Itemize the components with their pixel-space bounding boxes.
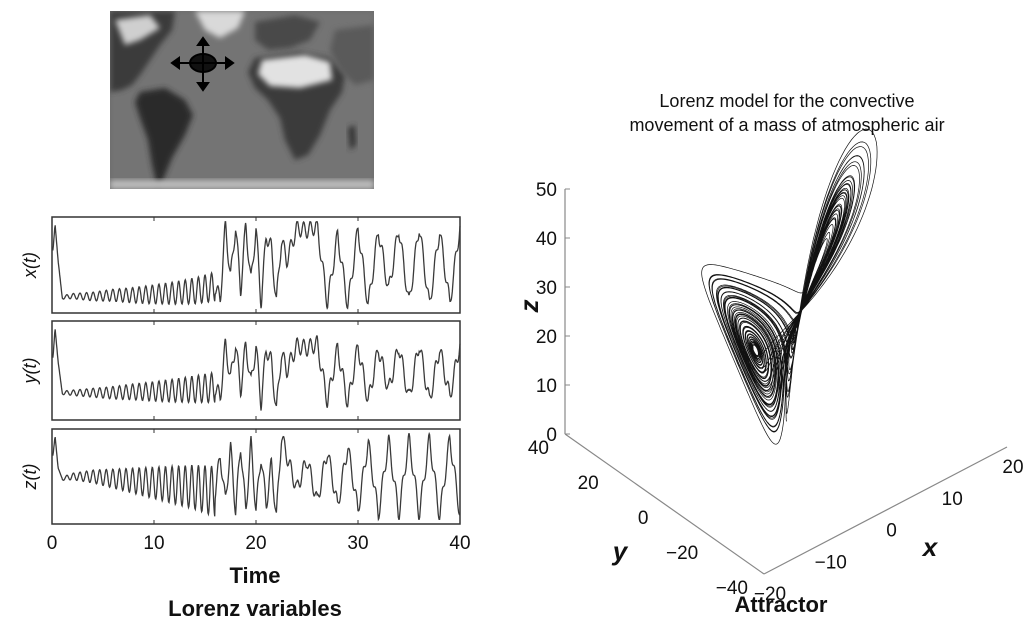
time-tick-label: 20 — [245, 533, 266, 554]
y-tick-label: −20 — [666, 543, 698, 564]
y-axis-label: y — [611, 536, 629, 566]
y-axis-line — [564, 433, 765, 575]
panel-frame-y — [51, 320, 461, 421]
time-axis: 0 10 20 30 40 — [47, 533, 471, 554]
x-tick-label: −20 — [754, 584, 786, 605]
attractor-title-line-2: movement of a mass of atmospheric air — [629, 115, 944, 135]
y-tick-label: −40 — [716, 578, 748, 599]
attractor-caption: Attractor — [735, 592, 828, 617]
z-tick-label: 50 — [536, 180, 557, 201]
z-tick-label: 10 — [536, 376, 557, 397]
series-label-y: y(t) — [20, 358, 40, 386]
lorenz-variables-caption: Lorenz variables — [168, 596, 342, 621]
attractor-line — [701, 128, 878, 445]
attractor-title-line-1: Lorenz model for the convective — [659, 91, 914, 111]
z-tick-label: 30 — [536, 278, 557, 299]
series-line-z — [52, 431, 461, 522]
series-label-x: x(t) — [20, 252, 40, 279]
y-tick-label: 0 — [638, 508, 649, 529]
series-label-z: z(t) — [20, 464, 40, 491]
z-tick-label: 40 — [536, 229, 557, 250]
x-tick-label: −10 — [815, 552, 847, 573]
attractor-axes: 0 10 20 30 40 50 −40 −20 0 20 40 −20 −10 0 10 20 — [528, 180, 1024, 605]
world-map-image — [110, 11, 374, 189]
z-axis-label: z — [514, 300, 544, 314]
x-tick-label: 20 — [1002, 457, 1023, 478]
x-axis-line — [763, 446, 1008, 575]
x-tick-label: 0 — [886, 521, 897, 542]
x-tick-label: 10 — [942, 489, 963, 510]
x-axis-label: x — [921, 532, 939, 562]
time-series-panels: x(t) y(t) z(t) — [20, 216, 461, 525]
time-tick-label: 30 — [347, 533, 368, 554]
z-tick-label: 0 — [546, 425, 557, 446]
z-tick-label: 20 — [536, 327, 557, 348]
time-tick-label: 0 — [47, 533, 58, 554]
time-tick-label: 40 — [449, 533, 470, 554]
up-down-left-right-icon — [170, 36, 235, 92]
y-tick-label: 20 — [578, 473, 599, 494]
series-line-y — [52, 329, 461, 411]
y-tick-label: 40 — [528, 438, 549, 459]
time-tick-label: 10 — [143, 533, 164, 554]
series-line-x — [52, 220, 461, 310]
time-axis-label: Time — [230, 563, 281, 588]
attractor-trajectory — [701, 128, 878, 445]
